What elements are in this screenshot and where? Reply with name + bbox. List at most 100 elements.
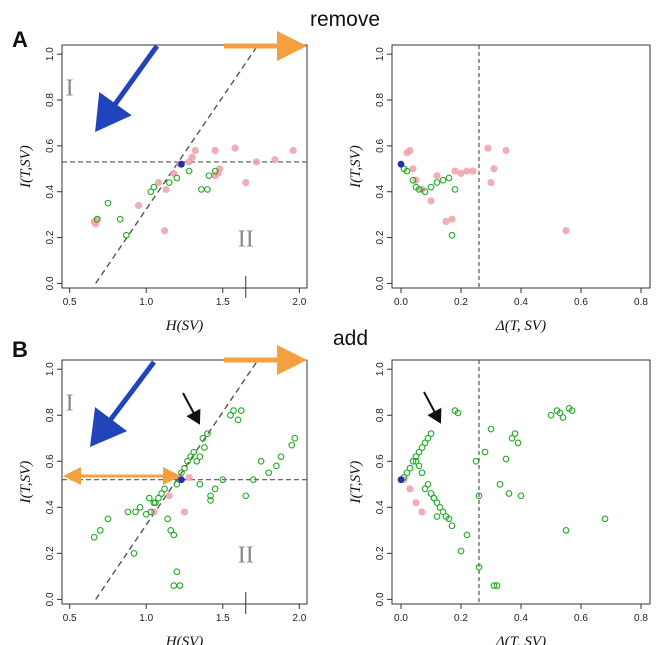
plot-frame — [61, 359, 308, 605]
data-point-green — [207, 497, 214, 504]
x-tick-label: 0.6 — [574, 613, 588, 624]
data-point-green — [427, 490, 435, 497]
row-title-add: add — [333, 327, 368, 350]
x-tick-label: 0.4 — [514, 613, 528, 624]
data-point-green — [445, 515, 453, 523]
data-point-green — [173, 568, 181, 576]
data-point-blue — [397, 160, 405, 168]
data-point-blue — [397, 476, 405, 484]
y-axis-label: I(T,SV) — [18, 145, 34, 189]
data-point-green — [170, 582, 178, 589]
data-point-pink — [188, 153, 196, 161]
y-tick-label: 0.0 — [45, 276, 56, 290]
data-point-green — [265, 469, 273, 477]
x-tick-label: 1.0 — [139, 613, 153, 624]
data-point-green — [445, 174, 453, 182]
data-point-green — [424, 480, 432, 488]
y-tick-label: 0.6 — [375, 454, 386, 468]
data-point-green — [487, 425, 495, 433]
data-point-pink — [170, 169, 178, 177]
data-point-green — [430, 494, 438, 502]
data-point-green — [237, 407, 245, 414]
data-point-pink — [463, 167, 471, 175]
plot-area: III — [62, 45, 307, 284]
y-axis-label: I(T,SV) — [348, 145, 364, 189]
data-point-pink — [442, 217, 450, 226]
row-title-remove: remove — [310, 8, 380, 31]
data-point-green — [190, 448, 198, 456]
y-tick-label: 0.8 — [45, 408, 56, 422]
plot-frame — [391, 359, 651, 605]
y-tick-label: 0.8 — [375, 93, 386, 107]
data-point-green — [90, 533, 98, 541]
x-axis-label: H(SV) — [165, 634, 204, 645]
data-point-green — [193, 457, 201, 465]
data-point-green — [184, 457, 191, 465]
data-point-green — [421, 485, 429, 493]
y-tick-label: 0.4 — [45, 184, 56, 198]
y-tick-label: 0.2 — [45, 546, 56, 560]
data-point-green — [439, 176, 447, 184]
data-point-green — [273, 462, 280, 470]
black-arrow-icon-b-right — [423, 391, 442, 424]
data-point-pink — [185, 473, 193, 481]
data-point-green — [493, 582, 501, 589]
data-point-green — [197, 186, 205, 193]
data-point-green — [547, 411, 555, 419]
y-tick-label: 0.2 — [375, 546, 386, 560]
data-point-green — [207, 492, 214, 500]
data-point-green — [448, 522, 456, 530]
data-point-green — [454, 409, 462, 417]
y-tick-label: 0.0 — [375, 276, 386, 290]
data-point-pink — [406, 485, 414, 493]
data-point-pink — [134, 201, 143, 210]
data-point-green — [104, 199, 112, 207]
data-point-green — [409, 176, 417, 184]
y-axis-label: I(T,SV) — [18, 461, 34, 505]
data-point-green — [124, 508, 132, 516]
x-tick-label: 2.0 — [292, 613, 306, 624]
data-point-green — [490, 582, 498, 589]
data-point-green — [568, 407, 576, 414]
data-point-green — [147, 508, 155, 516]
data-point-green — [230, 407, 237, 414]
data-point-green — [150, 183, 158, 191]
data-point-green — [448, 231, 456, 239]
data-point-green — [511, 430, 519, 438]
data-point-pink — [211, 146, 219, 155]
data-point-green — [205, 172, 213, 180]
data-point-green — [457, 547, 465, 555]
data-point-green — [559, 414, 567, 421]
data-point-green — [496, 480, 504, 488]
data-point-green — [116, 215, 124, 223]
y-tick-label: 1.0 — [45, 47, 56, 61]
x-tick-label: 0.6 — [574, 297, 588, 308]
panel-letter-a: A — [12, 27, 28, 52]
data-point-green — [481, 448, 489, 456]
data-point-green — [421, 188, 429, 196]
data-point-green — [93, 215, 101, 223]
data-point-green — [176, 582, 184, 589]
data-point-pink — [418, 508, 426, 516]
data-point-green — [514, 439, 522, 447]
data-point-green — [502, 455, 510, 463]
y-tick-label: 0.8 — [45, 93, 56, 107]
y-axis-label: I(T,SV) — [348, 461, 364, 505]
x-tick-label: 0.8 — [634, 297, 648, 308]
region-label-ii: II — [238, 543, 254, 569]
data-point-pink — [487, 178, 495, 187]
y-tick-label: 0.6 — [45, 138, 56, 152]
data-point-green — [433, 179, 441, 186]
data-point-pink — [484, 144, 492, 152]
data-point-green — [196, 453, 204, 461]
data-point-green — [427, 430, 435, 438]
data-point-pink — [180, 508, 189, 516]
y-tick-label: 0.2 — [45, 230, 56, 244]
data-point-green — [136, 503, 144, 511]
scatter-panel-a-right: 0.0 0.2 0.4 0.6 0.8 0.0 0.2 0.4 0.6 0.8 1.0 Δ(T, SV… — [348, 44, 651, 334]
data-point-green — [234, 416, 242, 424]
data-point-green — [96, 526, 104, 534]
plot-area: III — [62, 360, 307, 600]
data-point-green — [562, 526, 570, 534]
data-point-green — [556, 409, 564, 417]
